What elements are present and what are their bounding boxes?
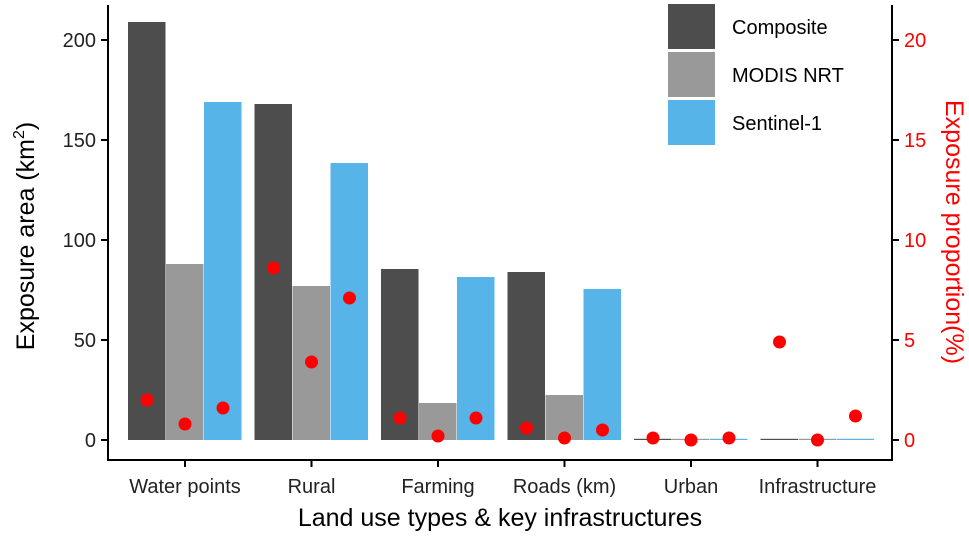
right-tick-label: 0 [904, 430, 915, 452]
legend-swatch-modis [668, 52, 715, 97]
x-tick-label: Urban [664, 476, 718, 498]
point-water-points-composite [140, 393, 154, 407]
bar-water-points-modis-nrt [166, 264, 204, 440]
left-tick-label: 50 [74, 330, 96, 352]
x-ticks: Water points Rural Farming Roads (km) Urban I… [129, 460, 876, 498]
left-y-ticks: 0 50 100 150 200 [63, 30, 108, 452]
point-water-points-sentinel-1 [216, 401, 230, 415]
point-rural-modis-nrt [305, 355, 318, 369]
legend-label-sentinel: Sentinel-1 [732, 113, 822, 135]
x-axis-title: Land use types & key infrastructures [298, 504, 702, 532]
x-tick-label: Water points [129, 476, 241, 498]
right-tick-label: 15 [904, 130, 926, 152]
right-y-axis-title: Exposure proportion(%) [940, 100, 968, 364]
point-infrastructure-sentinel-1 [849, 409, 862, 423]
x-tick-label: Rural [288, 476, 336, 498]
point-infrastructure-modis-nrt [811, 433, 824, 447]
point-urban-modis-nrt [684, 433, 698, 447]
bar-farming-composite [381, 269, 419, 440]
bar-roads-km--composite [507, 272, 545, 440]
point-infrastructure-composite [773, 335, 786, 349]
point-rural-sentinel-1 [343, 291, 356, 305]
right-tick-label: 5 [904, 330, 915, 352]
bar-infrastructure-composite [760, 438, 798, 440]
point-layer [140, 261, 862, 447]
point-roads-km--composite [520, 421, 533, 435]
left-tick-label: 100 [63, 230, 96, 252]
point-roads-km--modis-nrt [558, 431, 571, 445]
left-y-axis-title-superscript: 2 [11, 130, 28, 139]
point-farming-sentinel-1 [469, 411, 483, 425]
bar-water-points-sentinel-1 [204, 102, 242, 440]
bar-roads-km--sentinel-1 [583, 289, 621, 440]
x-tick-label: Infrastructure [759, 476, 877, 498]
x-tick-label: Farming [401, 476, 474, 498]
left-tick-label: 200 [63, 30, 96, 52]
left-y-axis-title-main: Exposure area (km [12, 139, 40, 350]
bar-water-points-composite [128, 22, 166, 440]
left-y-axis-title-close: ) [12, 122, 40, 130]
point-urban-composite [646, 431, 660, 445]
legend: Composite MODIS NRT Sentinel-1 [668, 4, 844, 145]
bar-infrastructure-sentinel-1 [836, 438, 874, 440]
x-tick-label: Roads (km) [513, 476, 616, 498]
right-tick-label: 10 [904, 230, 926, 252]
point-farming-composite [393, 411, 407, 425]
point-water-points-modis-nrt [178, 417, 192, 431]
point-rural-composite [267, 261, 280, 275]
left-tick-label: 0 [85, 430, 96, 452]
legend-label-composite: Composite [732, 17, 828, 39]
right-y-ticks: 0 5 10 15 20 [892, 30, 926, 452]
left-tick-label: 150 [63, 130, 96, 152]
legend-label-modis: MODIS NRT [732, 65, 844, 87]
point-urban-sentinel-1 [722, 431, 736, 445]
legend-swatch-composite [668, 4, 715, 49]
right-tick-label: 20 [904, 30, 926, 52]
point-roads-km--sentinel-1 [596, 423, 609, 437]
point-farming-modis-nrt [431, 429, 445, 443]
legend-swatch-sentinel [668, 100, 715, 145]
left-y-axis-title: Exposure area (km2) [11, 122, 40, 350]
